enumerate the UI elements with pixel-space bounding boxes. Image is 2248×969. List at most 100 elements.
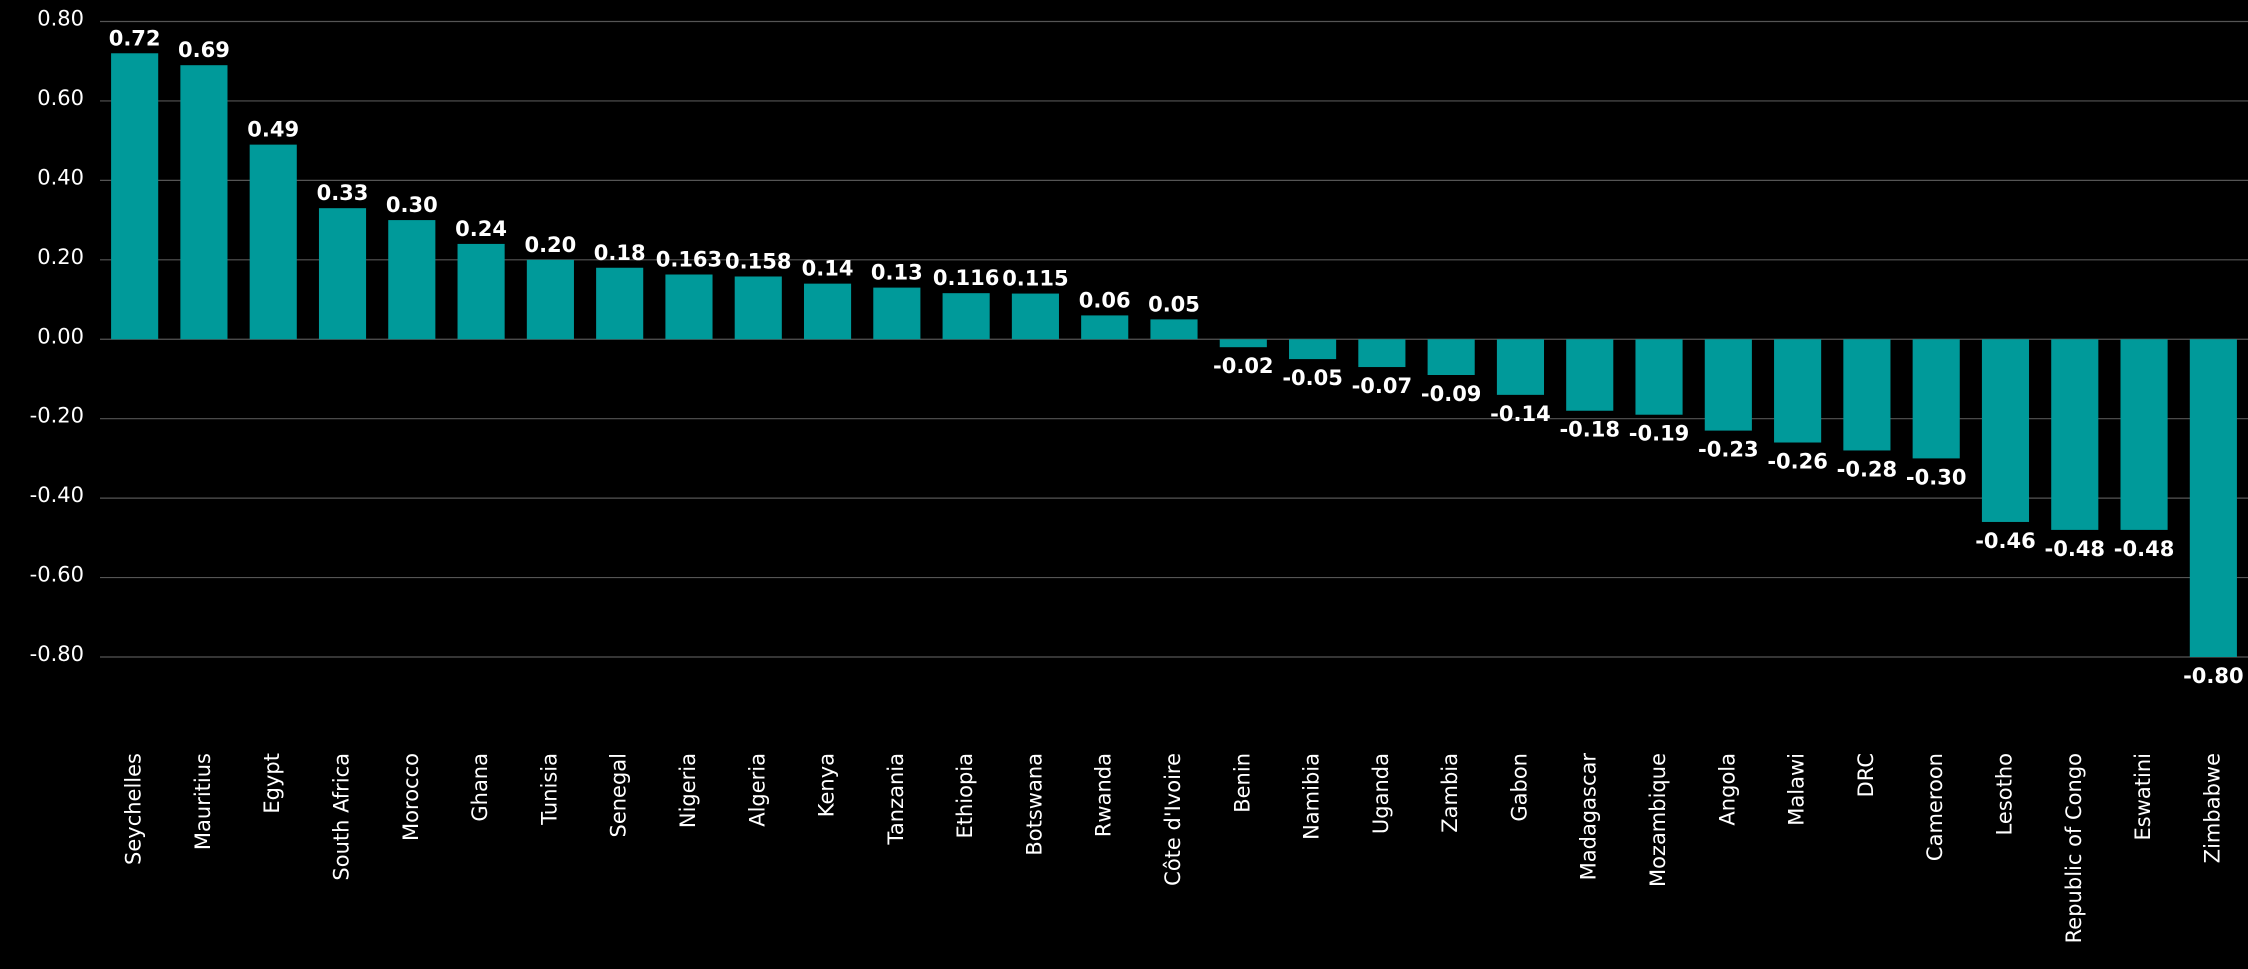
value-label: 0.13 — [871, 261, 923, 285]
value-label: 0.24 — [455, 217, 507, 241]
y-tick-label: 0.20 — [37, 245, 84, 269]
bar — [596, 267, 644, 340]
x-tick-label: DRC — [1854, 753, 1878, 797]
x-tick-label: Kenya — [815, 753, 839, 817]
value-label: -0.14 — [1490, 402, 1551, 426]
x-tick-label: Lesotho — [1992, 753, 2016, 835]
value-label: 0.72 — [109, 26, 161, 50]
bar — [2120, 339, 2168, 530]
y-tick-label: 0.80 — [37, 7, 84, 31]
bar — [1219, 339, 1267, 348]
x-tick-label: Benin — [1230, 753, 1254, 813]
x-tick-label: Mauritius — [191, 753, 215, 850]
bar — [942, 293, 990, 340]
x-tick-label: Zimbabwe — [2200, 753, 2224, 863]
bar — [526, 259, 574, 340]
bar — [388, 220, 436, 340]
y-tick-label: -0.80 — [30, 642, 84, 666]
value-label: -0.26 — [1767, 450, 1828, 474]
x-tick-label: Gabon — [1507, 753, 1531, 822]
y-tick-label: -0.40 — [30, 483, 84, 507]
bar — [249, 144, 297, 340]
bar — [1635, 339, 1683, 415]
value-label: -0.05 — [1282, 366, 1343, 390]
x-tick-label: Côte d'Ivoire — [1161, 753, 1185, 886]
bar — [665, 274, 713, 340]
bar — [1427, 339, 1475, 375]
x-tick-label: Angola — [1715, 753, 1739, 826]
value-label: -0.28 — [1837, 457, 1898, 481]
value-label: 0.06 — [1079, 288, 1131, 312]
value-label: -0.19 — [1629, 422, 1690, 446]
bar — [111, 53, 159, 340]
x-tick-label: Tanzania — [884, 753, 908, 845]
value-label: -0.23 — [1698, 438, 1759, 462]
value-label: 0.116 — [933, 266, 999, 290]
x-tick-label: Seychelles — [122, 753, 146, 865]
value-label: 0.05 — [1148, 292, 1200, 316]
y-tick-label: -0.20 — [30, 404, 84, 428]
bar — [1011, 293, 1059, 340]
x-tick-label: Botswana — [1022, 753, 1046, 856]
x-tick-label: Eswatini — [2131, 753, 2155, 840]
value-label: 0.115 — [1002, 267, 1068, 291]
value-label: -0.46 — [1975, 529, 2036, 553]
y-tick-label: -0.60 — [30, 563, 84, 587]
x-tick-label: Cameroon — [1923, 753, 1947, 861]
x-tick-label: Tunisia — [537, 753, 561, 826]
bar — [1150, 319, 1198, 340]
x-tick-label: South Africa — [330, 753, 354, 881]
value-label: 0.18 — [594, 241, 646, 265]
y-tick-label: 0.60 — [37, 86, 84, 110]
value-label: -0.18 — [1559, 418, 1620, 442]
bar — [1566, 339, 1614, 411]
bar — [1912, 339, 1960, 459]
x-tick-label: Egypt — [260, 753, 284, 814]
x-tick-label: Nigeria — [676, 753, 700, 828]
x-tick-label: Madagascar — [1577, 753, 1601, 881]
y-tick-label: 0.00 — [37, 324, 84, 348]
x-tick-label: Malawi — [1785, 753, 1809, 826]
bar — [2051, 339, 2099, 530]
bar — [1704, 339, 1752, 431]
x-tick-label: Ghana — [468, 753, 492, 822]
x-tick-label: Republic of Congo — [2062, 753, 2086, 943]
x-tick-label: Zambia — [1438, 753, 1462, 833]
bar — [1289, 339, 1337, 360]
bar — [1981, 339, 2030, 522]
x-tick-label: Ethiopia — [953, 753, 977, 839]
x-tick-label: Algeria — [745, 753, 769, 827]
value-label: 0.30 — [386, 193, 438, 217]
value-label: 0.158 — [725, 249, 791, 273]
value-label: -0.48 — [2114, 537, 2175, 561]
value-label: -0.07 — [1352, 374, 1413, 398]
bar — [873, 287, 921, 340]
x-tick-label: Mozambique — [1646, 753, 1670, 887]
bar — [457, 243, 505, 340]
value-label: 0.163 — [656, 248, 722, 272]
x-tick-label: Morocco — [399, 753, 423, 841]
bar — [1358, 339, 1406, 368]
value-label: 0.49 — [247, 118, 299, 142]
value-label: -0.30 — [1906, 465, 1967, 489]
bar — [1774, 339, 1822, 443]
bar — [1496, 339, 1545, 395]
x-tick-label: Senegal — [607, 753, 631, 838]
bar — [2189, 339, 2237, 657]
value-label: -0.02 — [1213, 354, 1274, 378]
x-tick-label: Uganda — [1369, 753, 1393, 834]
bar — [803, 283, 852, 340]
bar — [1081, 315, 1129, 340]
bar — [180, 65, 228, 340]
y-tick-label: 0.40 — [37, 165, 84, 189]
x-tick-label: Namibia — [1300, 753, 1324, 840]
x-tick-label: Rwanda — [1092, 753, 1116, 837]
value-label: -0.09 — [1421, 382, 1482, 406]
bar — [734, 276, 782, 340]
value-label: 0.14 — [802, 257, 854, 281]
value-label: 0.20 — [524, 233, 576, 257]
bar — [1843, 339, 1891, 451]
bar — [318, 208, 367, 340]
